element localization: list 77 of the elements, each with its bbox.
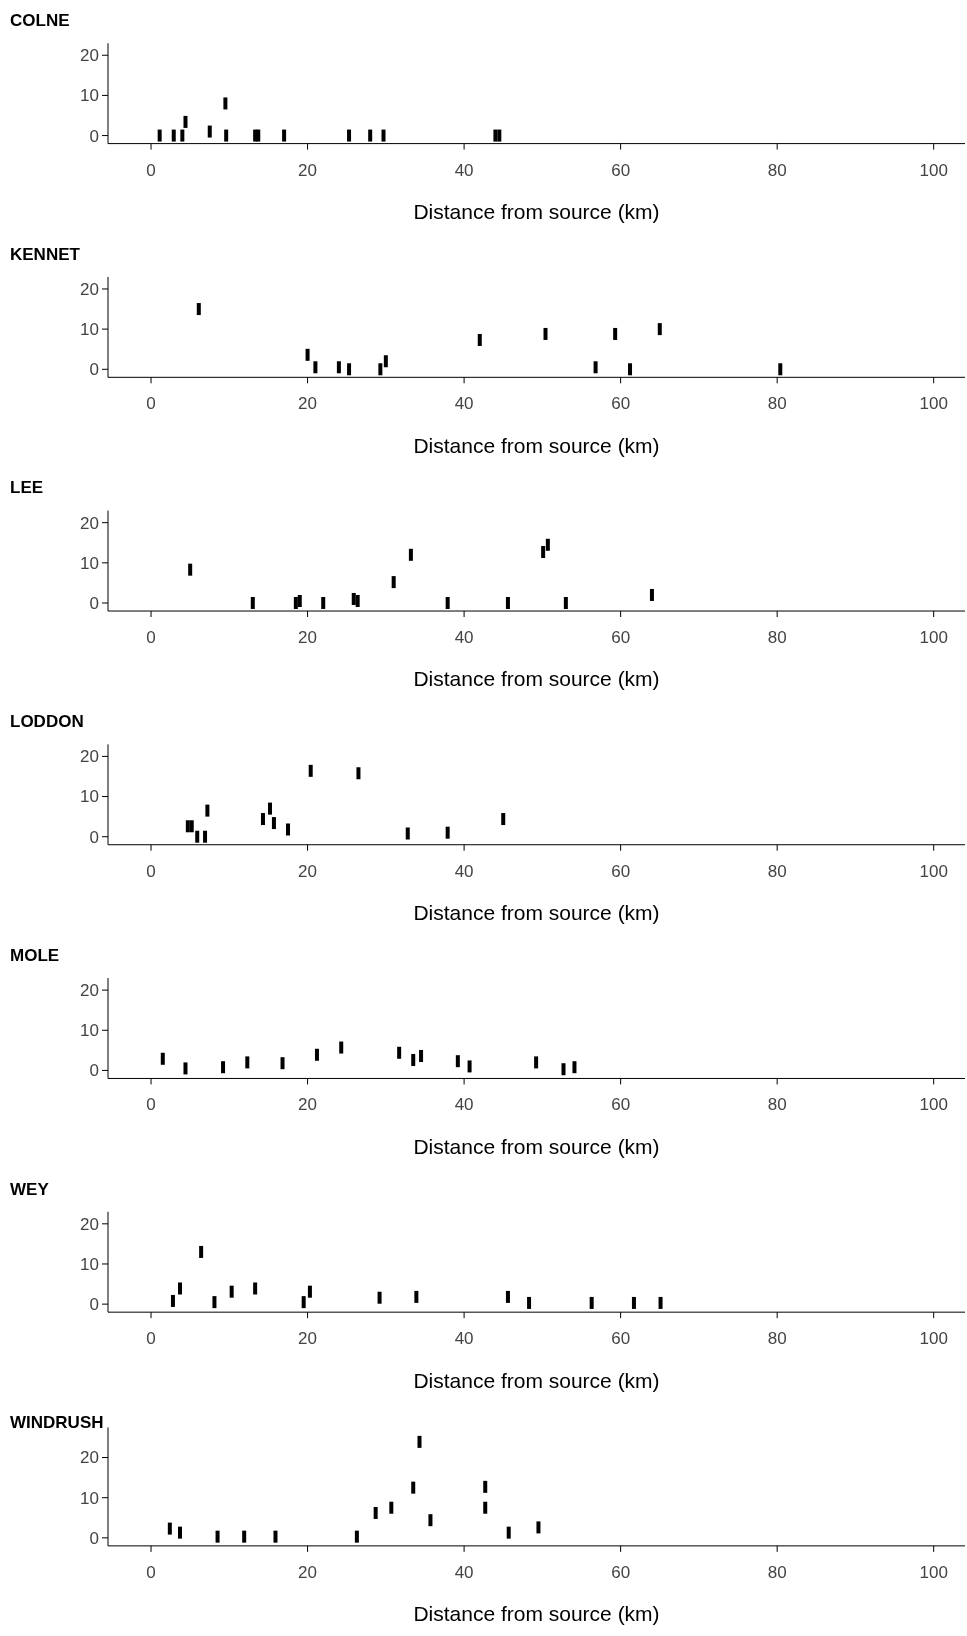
x-axis-title: Distance from source (km) (413, 1368, 660, 1392)
x-tick-label: 0 (146, 628, 156, 648)
y-tick-label: 20 (80, 981, 99, 1001)
x-tick-label: 60 (611, 394, 631, 414)
y-tick-label: 20 (80, 46, 99, 66)
y-tick-label: 10 (80, 553, 99, 573)
x-tick-label: 20 (298, 1329, 318, 1349)
x-tick-label: 60 (611, 1329, 631, 1349)
x-tick-label: 0 (146, 861, 156, 881)
x-tick-label: 80 (767, 628, 787, 648)
y-tick-label: 0 (89, 1528, 99, 1548)
x-tick-label: 40 (454, 1095, 474, 1115)
x-tick-label: 0 (146, 1562, 156, 1582)
x-tick-label: 100 (919, 394, 948, 414)
chart-title: MOLE (10, 945, 60, 965)
x-axis-title: Distance from source (km) (413, 901, 660, 925)
x-tick-label: 20 (298, 394, 318, 414)
y-tick-label: 10 (80, 1488, 99, 1508)
y-tick-label: 0 (89, 1061, 99, 1081)
y-tick-label: 10 (80, 86, 99, 106)
x-tick-label: 40 (454, 1329, 474, 1349)
chart-title: WEY (10, 1179, 50, 1199)
y-tick-label: 20 (80, 1214, 99, 1234)
y-tick-label: 10 (80, 787, 99, 807)
x-tick-label: 0 (146, 1329, 156, 1349)
x-axis-title: Distance from source (km) (413, 1134, 660, 1158)
chart-title: LEE (10, 478, 44, 498)
x-tick-label: 100 (919, 861, 948, 881)
x-axis-title: Distance from source (km) (413, 200, 660, 223)
y-tick-label: 10 (80, 1254, 99, 1274)
y-tick-label: 20 (80, 747, 99, 767)
x-axis-title: Distance from source (km) (413, 667, 660, 691)
x-tick-label: 60 (611, 1095, 631, 1115)
chart-title: WINDRUSH (10, 1413, 104, 1433)
y-tick-label: 20 (80, 279, 99, 299)
x-tick-label: 20 (298, 1095, 318, 1115)
y-tick-label: 20 (80, 1448, 99, 1468)
x-tick-label: 0 (146, 160, 156, 180)
y-tick-label: 10 (80, 1021, 99, 1041)
x-tick-label: 100 (919, 160, 948, 180)
x-tick-label: 60 (611, 1562, 631, 1582)
x-tick-label: 80 (767, 861, 787, 881)
x-tick-label: 60 (611, 628, 631, 648)
x-tick-label: 80 (767, 1329, 787, 1349)
x-tick-label: 20 (298, 861, 318, 881)
x-tick-label: 40 (454, 394, 474, 414)
x-tick-label: 60 (611, 160, 631, 180)
y-tick-label: 20 (80, 513, 99, 533)
chart-title: LODDON (10, 712, 84, 732)
y-tick-label: 0 (89, 360, 99, 380)
y-tick-label: 0 (89, 593, 99, 613)
x-tick-label: 20 (298, 160, 318, 180)
chart-title: COLNE (10, 11, 70, 30)
x-tick-label: 80 (767, 1562, 787, 1582)
x-tick-label: 40 (454, 861, 474, 881)
x-tick-label: 0 (146, 394, 156, 414)
x-axis-title: Distance from source (km) (413, 1602, 660, 1626)
x-tick-label: 60 (611, 861, 631, 881)
x-tick-label: 100 (919, 628, 948, 648)
x-tick-label: 20 (298, 1562, 318, 1582)
x-tick-label: 100 (919, 1562, 948, 1582)
x-tick-label: 0 (146, 1095, 156, 1115)
y-tick-label: 0 (89, 126, 99, 146)
x-tick-label: 20 (298, 628, 318, 648)
y-tick-label: 0 (89, 1295, 99, 1315)
x-tick-label: 80 (767, 160, 787, 180)
x-tick-label: 80 (767, 394, 787, 414)
x-tick-label: 80 (767, 1095, 787, 1115)
y-tick-label: 0 (89, 827, 99, 847)
chart-title: KENNET (10, 244, 81, 264)
y-tick-label: 10 (80, 320, 99, 340)
x-tick-label: 40 (454, 160, 474, 180)
x-tick-label: 40 (454, 1562, 474, 1582)
x-tick-label: 100 (919, 1329, 948, 1349)
x-tick-label: 100 (919, 1095, 948, 1115)
x-axis-title: Distance from source (km) (413, 433, 660, 457)
x-tick-label: 40 (454, 628, 474, 648)
